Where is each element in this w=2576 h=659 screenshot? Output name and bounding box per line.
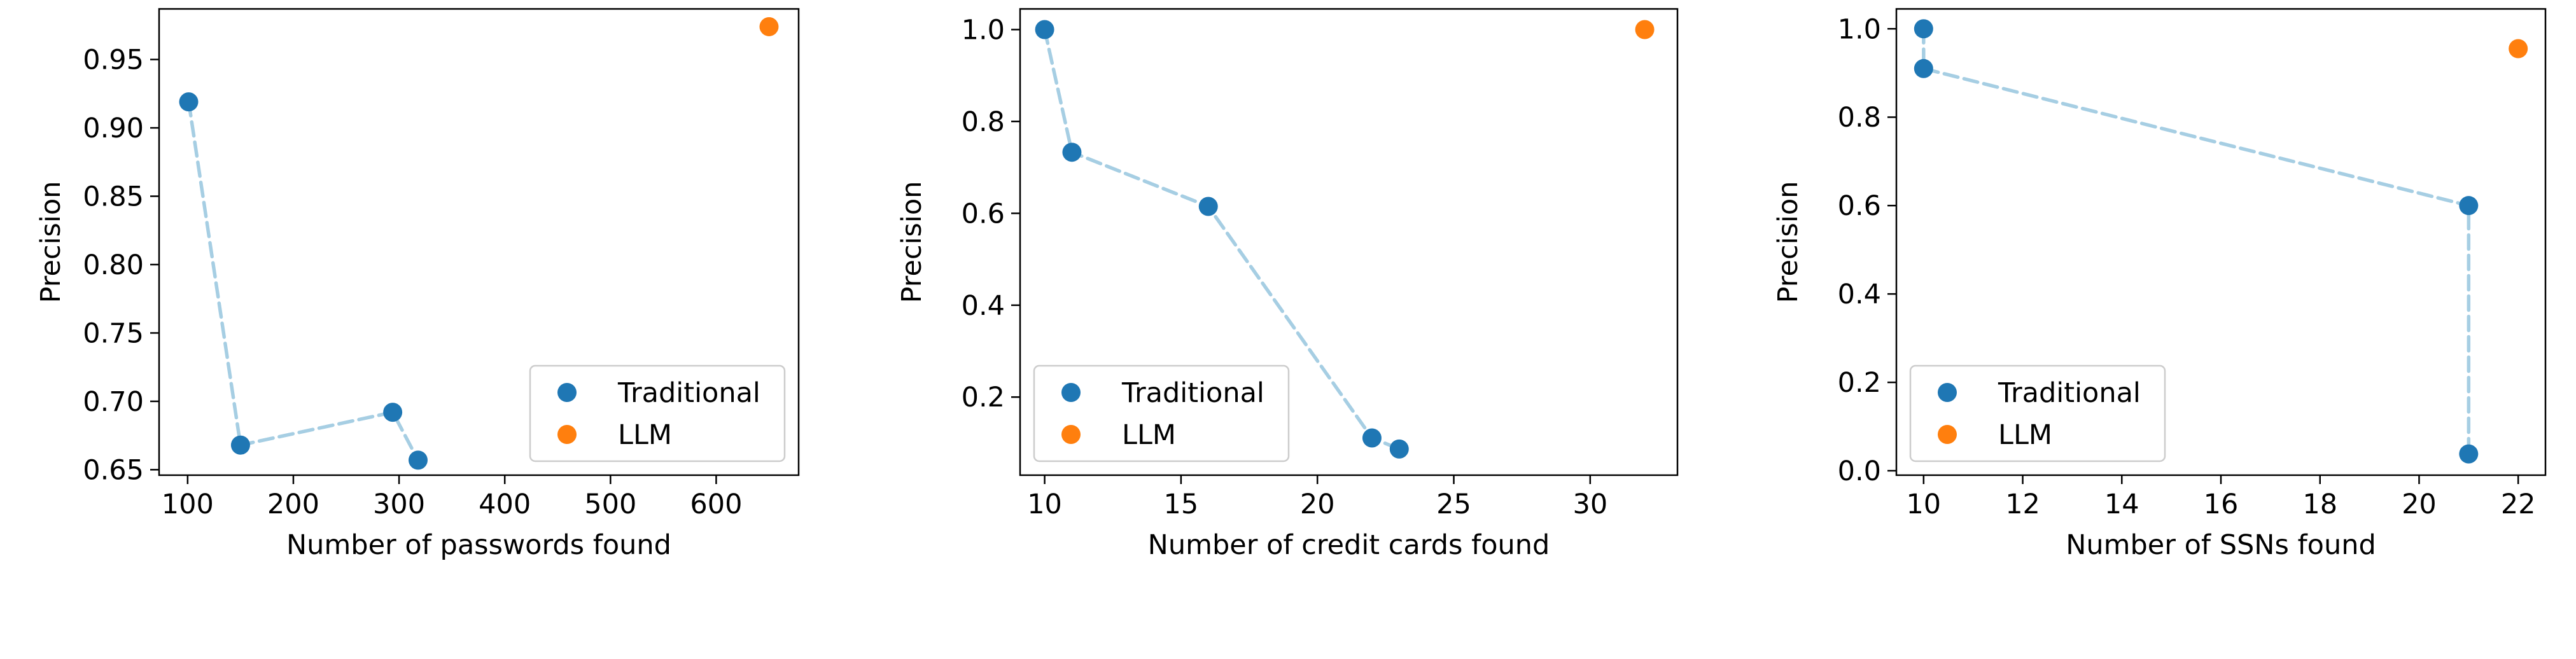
traditional-point	[2459, 444, 2479, 464]
llm-point	[1635, 20, 1655, 39]
x-tick-label: 16	[2204, 489, 2239, 520]
y-tick-label: 0.6	[1838, 190, 1881, 222]
y-tick-label: 0.2	[962, 382, 1005, 413]
y-tick-label: 0.4	[962, 290, 1005, 322]
x-tick-label: 22	[2501, 489, 2536, 520]
legend-box	[1033, 364, 1290, 462]
y-tick-label: 0.8	[1838, 102, 1881, 134]
legend-marker-traditional	[1938, 383, 1957, 402]
x-tick-label: 300	[373, 489, 425, 520]
y-tick-label: 0.8	[962, 106, 1005, 138]
legend-marker-llm	[1938, 425, 1957, 444]
y-tick-label: 0.90	[83, 113, 144, 144]
x-tick-label: 10	[1906, 489, 1941, 520]
x-tick-label: 10	[1027, 489, 1062, 520]
y-tick-label: 0.65	[83, 454, 144, 486]
traditional-point	[408, 450, 428, 470]
y-axis-label: Precision	[1772, 181, 1804, 303]
legend-box	[1909, 364, 2166, 462]
traditional-point	[1389, 439, 1409, 459]
x-tick-label: 25	[1436, 489, 1471, 520]
legend-label-traditional: Traditional	[1998, 377, 2141, 409]
x-tick-label: 100	[162, 489, 214, 520]
x-tick-label: 600	[690, 489, 742, 520]
y-tick-label: 0.85	[83, 181, 144, 212]
y-tick-label: 0.0	[1838, 455, 1881, 487]
legend-label-llm: LLM	[618, 419, 672, 451]
legend-box	[529, 364, 786, 462]
y-tick-label: 0.80	[83, 249, 144, 281]
traditional-point	[179, 92, 199, 112]
traditional-point	[1362, 428, 1382, 448]
traditional-point	[1914, 59, 1933, 78]
legend: Traditional LLM	[1033, 364, 1290, 462]
plot-frame	[158, 8, 800, 476]
x-axis-label: Number of passwords found	[286, 529, 671, 561]
x-tick-label: 15	[1164, 489, 1199, 520]
y-tick-label: 0.4	[1838, 279, 1881, 310]
traditional-point	[230, 435, 250, 455]
traditional-point	[1198, 197, 1218, 216]
series-line-traditional	[186, 100, 420, 462]
x-axis-label: Number of credit cards found	[1148, 529, 1550, 561]
x-tick-label: 500	[584, 489, 636, 520]
x-tick-label: 200	[267, 489, 319, 520]
y-tick-label: 0.2	[1838, 367, 1881, 399]
legend-label-llm: LLM	[1122, 419, 1176, 451]
x-tick-label: 400	[479, 489, 531, 520]
x-tick-label: 20	[1300, 489, 1335, 520]
llm-point	[2509, 39, 2528, 59]
legend-label-traditional: Traditional	[617, 377, 760, 409]
x-tick-label: 18	[2302, 489, 2337, 520]
legend-label-traditional: Traditional	[1121, 377, 1264, 409]
chart-panel-1: 100 200 300 400 500 600 0.65 0.70 0.75 0.80 0.85 0.…	[35, 8, 800, 561]
legend: Traditional LLM	[529, 364, 786, 462]
x-tick-label: 12	[2005, 489, 2040, 520]
y-tick-label: 0.70	[83, 386, 144, 418]
x-tick-label: 14	[2104, 489, 2139, 520]
y-axis-label: Precision	[896, 181, 928, 303]
legend-marker-llm	[557, 425, 577, 444]
legend: Traditional LLM	[1909, 364, 2166, 462]
legend-label-llm: LLM	[1998, 419, 2052, 451]
x-tick-label: 20	[2402, 489, 2437, 520]
series-line-traditional	[1922, 27, 2471, 456]
llm-point	[759, 17, 779, 36]
legend-marker-traditional	[1061, 383, 1081, 402]
traditional-point	[1035, 20, 1054, 39]
y-tick-label: 1.0	[1838, 13, 1881, 45]
y-tick-label: 1.0	[962, 14, 1005, 46]
x-tick-label: 30	[1572, 489, 1607, 520]
legend-marker-llm	[1061, 425, 1081, 444]
traditional-point	[1062, 142, 1082, 162]
y-tick-label: 0.95	[83, 45, 144, 76]
plot-frame	[1019, 8, 1679, 476]
y-axis-label: Precision	[35, 181, 67, 303]
chart-panel-2: 10 15 20 25 30 0.2 0.4 0.6 0.8 1.0 Number of credi…	[896, 8, 1679, 561]
y-tick-label: 0.75	[83, 317, 144, 349]
charts-container: 100 200 300 400 500 600 0.65 0.70 0.75 0.80 0.85 0.…	[35, 8, 2547, 561]
x-axis-label: Number of SSNs found	[2066, 529, 2376, 561]
traditional-point	[2459, 196, 2479, 216]
y-tick-label: 0.6	[962, 198, 1005, 230]
chart-panel-3: 10 12 14 16 18 20 22 0.0 0.2 0.4 0.6 0.8 1.0 Number o…	[1772, 8, 2547, 561]
traditional-point	[383, 403, 403, 422]
traditional-point	[1914, 19, 1933, 39]
legend-marker-traditional	[557, 383, 577, 402]
